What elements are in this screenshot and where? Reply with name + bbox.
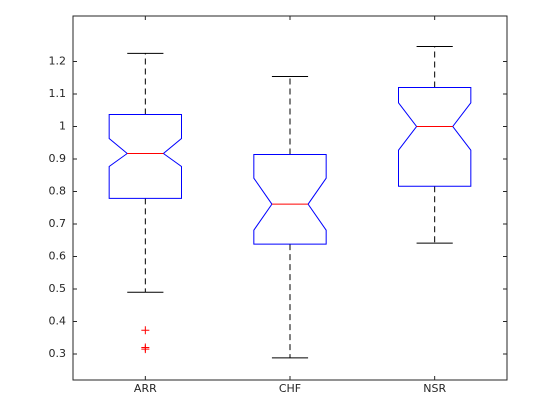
x-tick-label: NSR — [423, 382, 446, 395]
y-tick-label: 0.5 — [49, 282, 67, 295]
y-tick-label: 0.4 — [49, 315, 67, 328]
outlier — [141, 326, 150, 335]
y-tick-label: 0.7 — [49, 217, 67, 230]
y-tick-label: 0.3 — [49, 347, 67, 360]
y-tick-label: 1.2 — [49, 55, 67, 68]
box — [108, 113, 182, 199]
box — [253, 153, 327, 245]
x-tick-label: ARR — [134, 382, 157, 395]
x-tick-label: CHF — [279, 382, 301, 395]
y-tick-label: 0.9 — [49, 152, 67, 165]
outlier — [141, 345, 150, 354]
y-tick-label: 0.6 — [49, 250, 67, 263]
y-tick-label: 1 — [59, 120, 66, 133]
box — [398, 87, 472, 187]
y-tick-label: 0.8 — [49, 185, 67, 198]
y-tick-label: 1.1 — [49, 87, 67, 100]
